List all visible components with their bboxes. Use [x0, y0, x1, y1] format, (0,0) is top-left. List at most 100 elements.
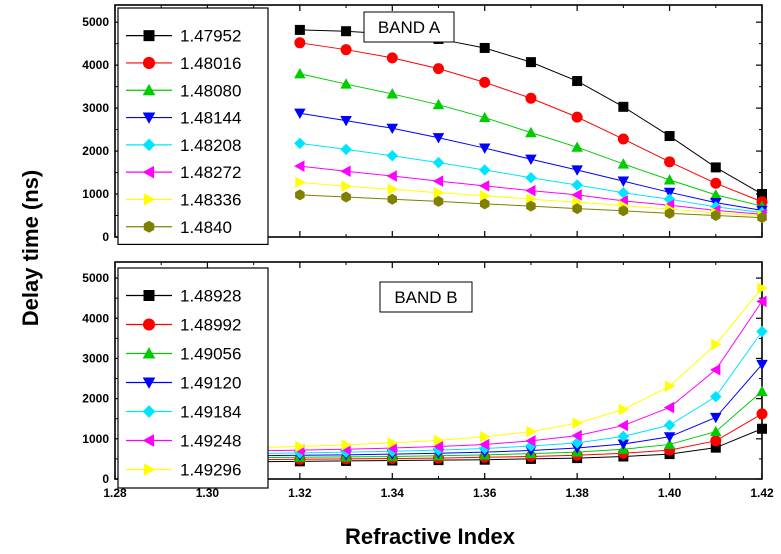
data-point [756, 359, 768, 371]
legend-label: 1.49120 [180, 374, 241, 393]
data-point [617, 419, 628, 432]
data-point [525, 126, 537, 138]
data-point [710, 162, 721, 173]
data-point [526, 425, 537, 438]
y-tick-label: 5000 [82, 15, 109, 29]
legend-label: 1.49056 [180, 345, 241, 364]
data-point [757, 189, 767, 200]
data-point [572, 76, 583, 87]
legend-marker [142, 318, 156, 331]
data-point [386, 150, 399, 162]
legend-label: 1.48992 [180, 316, 241, 335]
legend-marker [143, 193, 156, 206]
y-tick-label: 4000 [82, 58, 109, 72]
legend-marker [142, 165, 155, 179]
legend-label: 1.48080 [180, 81, 241, 100]
data-point [710, 412, 722, 424]
y-tick-label: 3000 [82, 101, 109, 115]
legend-marker [142, 405, 156, 418]
y-tick-label: 1000 [82, 432, 109, 446]
x-tick-label: 1.34 [381, 486, 405, 500]
data-point [479, 76, 491, 88]
data-point [710, 425, 722, 437]
y-tick-label: 4000 [82, 311, 109, 325]
series-line [253, 428, 763, 463]
y-tick-label: 5000 [82, 271, 109, 285]
y-tick-label: 2000 [82, 144, 109, 158]
legend-marker [142, 83, 156, 96]
y-axis-title: Delay time (ns) [18, 170, 43, 327]
legend-label: 1.49296 [180, 461, 241, 480]
data-point [294, 160, 305, 172]
data-point [480, 190, 491, 202]
data-point [664, 156, 676, 168]
data-point [757, 423, 767, 434]
data-point [663, 401, 675, 414]
legend: 1.47952 1.48016 1.48080 1.48144 1.48208 1.482… [117, 7, 269, 245]
data-point [387, 193, 398, 205]
data-point [710, 189, 722, 200]
data-point [618, 403, 630, 416]
data-point [386, 442, 397, 454]
legend: 1.48928 1.48992 1.49056 1.49120 1.49184 1.492… [117, 267, 269, 489]
y-tick-label: 2000 [82, 392, 109, 406]
legend-label: 1.48336 [180, 190, 241, 209]
data-point [525, 92, 537, 104]
data-point [711, 338, 722, 351]
band-label-box [363, 11, 455, 43]
data-point [571, 189, 582, 201]
data-point [572, 203, 582, 215]
data-point [525, 154, 537, 165]
data-point [571, 179, 583, 191]
band-b-panel: 0 1000 2000 3000 4000 5000 1.28 1.30 1.32 1.34 1.3… [82, 261, 774, 500]
data-point [756, 295, 767, 308]
data-point [432, 98, 445, 110]
legend-marker [142, 347, 156, 359]
data-point [294, 67, 306, 79]
y-tick-label: 0 [102, 230, 109, 244]
series-line [253, 391, 763, 459]
band-label: BAND A [378, 18, 441, 37]
legend-box [117, 7, 269, 245]
data-point [711, 210, 721, 222]
x-tick-label: 1.36 [473, 486, 497, 500]
data-point [341, 439, 352, 451]
data-point [295, 176, 306, 189]
data-point [386, 88, 399, 99]
data-point [663, 174, 676, 185]
x-tick-label: 1.28 [103, 486, 127, 500]
data-point [341, 26, 352, 37]
data-point [340, 165, 351, 178]
legend-marker [142, 56, 156, 69]
series-line [253, 301, 763, 452]
x-axis-title: Refractive Index [345, 524, 516, 549]
data-point [386, 123, 399, 135]
y-tick-label: 3000 [82, 351, 109, 365]
data-point [756, 325, 768, 338]
data-point [525, 171, 537, 184]
data-point [710, 177, 722, 189]
data-point [710, 435, 722, 447]
legend-label: 1.4840 [180, 218, 232, 237]
data-point [479, 198, 490, 210]
data-point [294, 137, 306, 150]
legend-label: 1.48272 [180, 163, 241, 182]
data-point [710, 390, 722, 403]
data-point [478, 438, 490, 451]
data-point [756, 408, 768, 420]
data-point [341, 180, 352, 193]
data-point [617, 430, 630, 443]
data-point [432, 156, 445, 169]
x-tick-label: 1.30 [196, 486, 220, 500]
data-point [340, 143, 352, 156]
legend-marker [142, 112, 156, 124]
legend-label: 1.48016 [180, 54, 241, 73]
x-tick-label: 1.32 [288, 486, 312, 500]
data-point [386, 170, 397, 182]
data-point [664, 207, 675, 219]
data-point [294, 37, 306, 49]
data-point [571, 141, 583, 152]
data-point [526, 200, 536, 212]
data-point [479, 42, 490, 53]
data-point [664, 380, 676, 392]
